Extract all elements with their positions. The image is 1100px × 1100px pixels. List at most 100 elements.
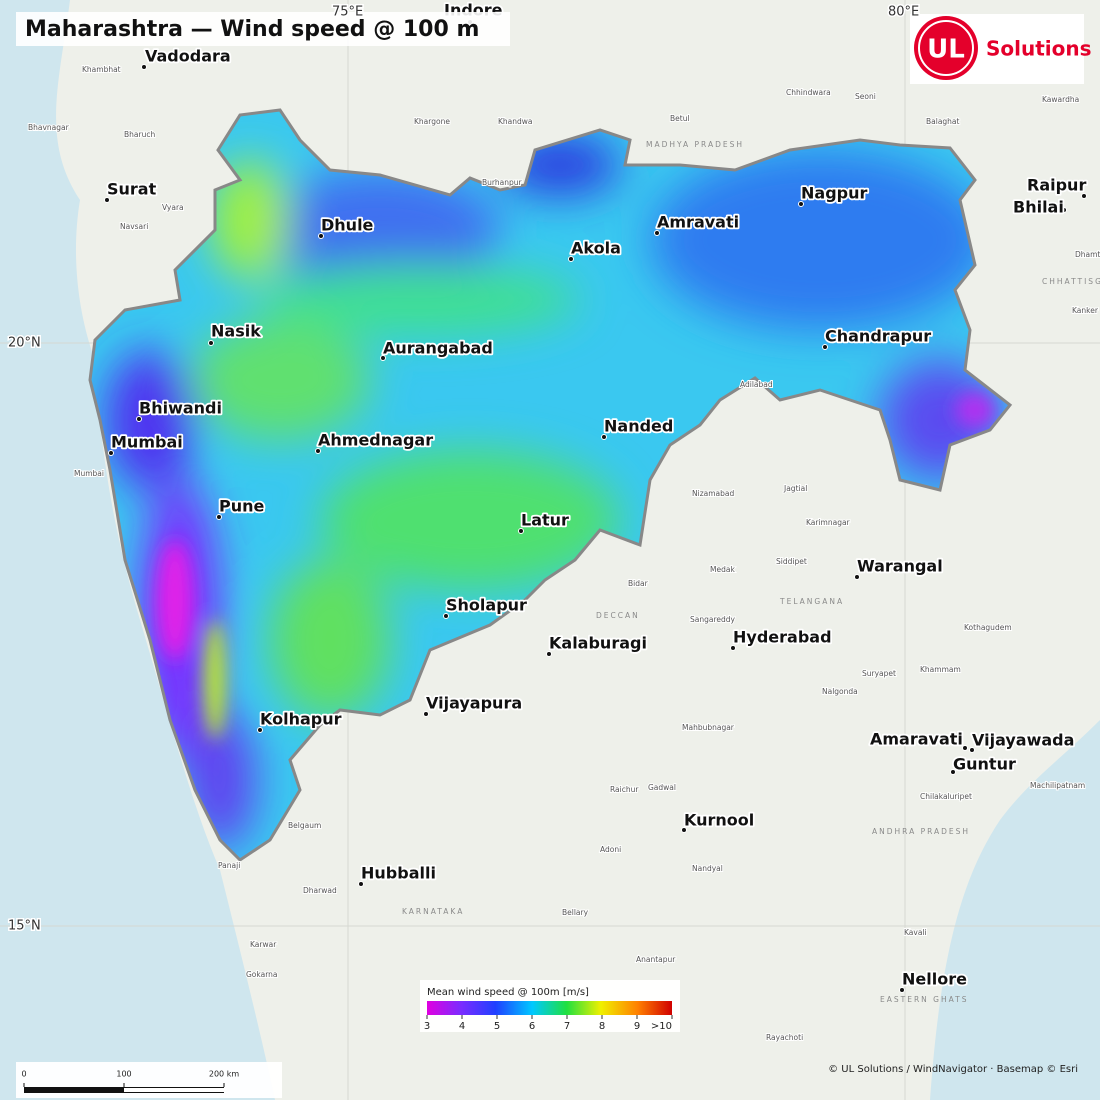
legend-tick-label: >10 bbox=[651, 1021, 672, 1032]
city-dot bbox=[257, 727, 263, 733]
graticule-label: 80°E bbox=[888, 5, 919, 20]
place-label: Jagtial bbox=[783, 484, 807, 493]
city-label: Nasik bbox=[211, 322, 261, 341]
city-label: Amaravati bbox=[870, 730, 963, 749]
title-box bbox=[16, 12, 510, 46]
city-dot bbox=[730, 645, 736, 651]
scale-tick-label: 0 bbox=[21, 1070, 26, 1079]
region-label: ANDHRA PRADESH bbox=[872, 827, 970, 836]
city-dot bbox=[358, 881, 364, 887]
place-label: Betul bbox=[670, 114, 690, 123]
place-label: Kawardha bbox=[1042, 95, 1079, 104]
legend-tick-label: 8 bbox=[599, 1021, 605, 1032]
attribution: © UL Solutions / WindNavigator · Basemap… bbox=[828, 1064, 1078, 1075]
place-label: Khammam bbox=[920, 665, 961, 674]
legend-ticks: 3 4 5 6 7 8 9 >10 bbox=[424, 1015, 673, 1032]
place-label: Karimnagar bbox=[806, 518, 851, 527]
place-label: Bhavnagar bbox=[28, 123, 70, 132]
city-dot bbox=[108, 450, 114, 456]
place-label: Mumbai bbox=[74, 469, 104, 478]
city-label: Vijayapura bbox=[426, 694, 522, 713]
city-label: Pune bbox=[219, 497, 265, 516]
city-dot bbox=[962, 745, 968, 751]
city-dot bbox=[950, 769, 956, 775]
city-label: Kalaburagi bbox=[549, 634, 647, 653]
place-label: Navsari bbox=[120, 222, 148, 231]
place-label: Chilakaluripet bbox=[920, 792, 972, 801]
city-label: Warangal bbox=[857, 557, 943, 576]
city-dot bbox=[141, 64, 147, 70]
legend-title: Mean wind speed @ 100m [m/s] bbox=[427, 987, 589, 998]
legend-tick-label: 9 bbox=[634, 1021, 640, 1032]
place-label: Adilabad bbox=[740, 380, 773, 389]
place-label: Karwar bbox=[250, 940, 277, 949]
place-label: Suryapet bbox=[862, 669, 896, 678]
city-label: Guntur bbox=[953, 755, 1016, 774]
place-label: Anantapur bbox=[636, 955, 676, 964]
city-dot bbox=[208, 340, 214, 346]
city-label: Akola bbox=[571, 239, 621, 258]
region-label: CHHATTISGARH bbox=[1042, 277, 1100, 286]
place-label: Bharuch bbox=[124, 130, 155, 139]
place-label: Balaghat bbox=[926, 117, 960, 126]
place-label: Dhamtari bbox=[1075, 250, 1100, 259]
place-label: Kavali bbox=[904, 928, 927, 937]
place-label: Kanker bbox=[1072, 306, 1099, 315]
city-dot bbox=[654, 230, 660, 236]
city-dot bbox=[1061, 207, 1067, 213]
place-label: Belgaum bbox=[288, 821, 321, 830]
city-dot bbox=[822, 344, 828, 350]
city-dot bbox=[969, 747, 975, 753]
sea bbox=[0, 0, 275, 1100]
city-label: Latur bbox=[521, 511, 569, 530]
map-title: Maharashtra — Wind speed @ 100 m bbox=[25, 17, 479, 42]
place-label: Nandyal bbox=[692, 864, 723, 873]
city-label: Vadodara bbox=[145, 47, 231, 66]
cities-layer: VadodaraIndoreSuratDhuleAkolaAmravatiNag… bbox=[104, 0, 1088, 993]
city-dot bbox=[443, 613, 449, 619]
scale-tick-label: 100 bbox=[116, 1070, 131, 1079]
city-dot bbox=[380, 355, 386, 361]
region-label: DECCAN bbox=[596, 611, 640, 620]
city-dot bbox=[1081, 193, 1087, 199]
city-dot bbox=[546, 651, 552, 657]
city-label: Raipur bbox=[1027, 176, 1086, 195]
city-dot bbox=[798, 201, 804, 207]
legend-tick-label: 5 bbox=[494, 1021, 500, 1032]
wind-field bbox=[90, 110, 1010, 860]
city-dot bbox=[854, 574, 860, 580]
city-dot bbox=[216, 514, 222, 520]
logo-text: Solutions bbox=[986, 37, 1092, 61]
logo-ring bbox=[918, 20, 974, 76]
place-label: Nalgonda bbox=[822, 687, 858, 696]
graticule-label: 75°E bbox=[332, 5, 363, 20]
place-label: Medak bbox=[710, 565, 735, 574]
place-label: Kothagudem bbox=[964, 623, 1012, 632]
place-label: Vyara bbox=[162, 203, 184, 212]
city-label: Nanded bbox=[604, 417, 673, 436]
place-label: Gadwal bbox=[648, 783, 676, 792]
city-dot bbox=[518, 528, 524, 534]
scale-bar-segment bbox=[124, 1088, 224, 1092]
city-label: Nagpur bbox=[801, 184, 867, 203]
place-label: Raichur bbox=[610, 785, 639, 794]
city-label: Ahmednagar bbox=[318, 431, 433, 450]
logo-circle bbox=[914, 16, 978, 80]
place-label: Machilipatnam bbox=[1030, 781, 1085, 790]
city-label: Dhule bbox=[321, 216, 374, 235]
place-label: Dharwad bbox=[303, 886, 337, 895]
place-label: Seoni bbox=[855, 92, 876, 101]
city-label: Hubballi bbox=[361, 864, 436, 883]
sea bbox=[930, 720, 1100, 1100]
place-label: Siddipet bbox=[776, 557, 807, 566]
city-dot bbox=[568, 256, 574, 262]
legend-tick-label: 6 bbox=[529, 1021, 535, 1032]
city-dot bbox=[899, 987, 905, 993]
place-label: Khandwa bbox=[498, 117, 533, 126]
region-label: TELANGANA bbox=[779, 597, 844, 606]
city-dot bbox=[601, 434, 607, 440]
legend-tick-label: 7 bbox=[564, 1021, 570, 1032]
place-label: Chhindwara bbox=[786, 88, 831, 97]
city-label: Bhiwandi bbox=[139, 399, 222, 418]
